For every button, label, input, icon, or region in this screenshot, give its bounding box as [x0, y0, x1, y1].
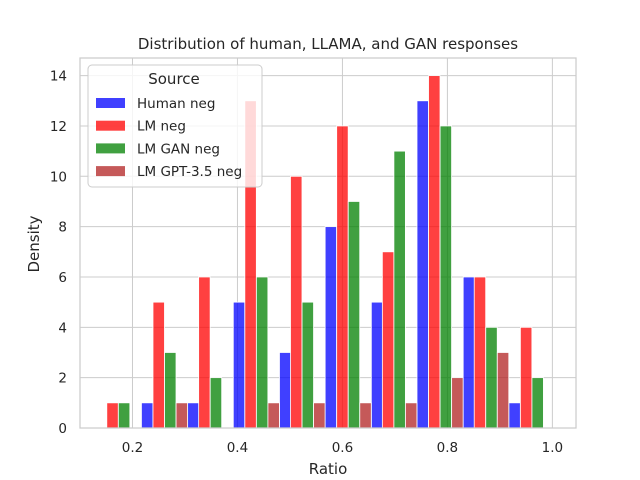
bar-human-neg: [462, 276, 476, 429]
bar-lm-gpt-3-5-neg: [496, 352, 510, 429]
bars: [106, 75, 544, 429]
bar-lm-gan-neg: [485, 326, 498, 429]
bar-lm-gan-neg: [164, 352, 177, 429]
bar-lm-gpt-3-5-neg: [267, 402, 280, 429]
x-tick-label: 1.0: [542, 440, 563, 456]
bar-human-neg: [508, 402, 521, 429]
bar-lm-gan-neg: [209, 377, 223, 429]
bar-human-neg: [416, 100, 429, 429]
bar-lm-neg: [290, 175, 303, 429]
bar-lm-gan-neg: [117, 402, 131, 429]
y-tick-label: 10: [50, 169, 67, 185]
legend-title: Source: [148, 70, 200, 88]
bar-lm-neg: [519, 326, 533, 429]
y-axis-label: Density: [25, 215, 43, 272]
y-tick-label: 0: [58, 421, 67, 437]
bar-human-neg: [279, 352, 292, 429]
bar-human-neg: [232, 301, 246, 429]
y-tick-label: 8: [58, 220, 67, 236]
bar-human-neg: [141, 402, 154, 429]
bar-lm-gan-neg: [393, 150, 406, 429]
bar-lm-gan-neg: [347, 201, 361, 429]
legend-swatch: [96, 166, 125, 177]
bar-lm-gpt-3-5-neg: [359, 402, 372, 429]
bar-lm-gpt-3-5-neg: [405, 402, 418, 429]
legend-swatch: [96, 143, 125, 154]
bar-lm-neg: [198, 276, 211, 429]
y-tick-label: 4: [58, 320, 67, 336]
bar-lm-gan-neg: [531, 377, 544, 429]
bar-lm-gpt-3-5-neg: [451, 377, 464, 429]
bar-lm-gpt-3-5-neg: [313, 402, 326, 429]
y-tick-label: 2: [58, 371, 67, 387]
legend-box: [87, 64, 263, 188]
legend-label: Human neg: [137, 96, 215, 112]
bar-lm-neg: [473, 276, 487, 429]
bar-lm-neg: [336, 125, 349, 429]
bar-lm-gpt-3-5-neg: [175, 402, 188, 429]
x-tick-label: 0.2: [122, 440, 143, 456]
bar-lm-neg: [152, 301, 165, 429]
legend-label: LM GPT-3.5 neg: [137, 164, 242, 180]
y-tick-label: 6: [58, 270, 67, 286]
bar-lm-neg: [106, 402, 119, 429]
bar-lm-neg: [428, 75, 441, 429]
bar-human-neg: [324, 226, 338, 429]
x-tick-label: 0.6: [332, 440, 353, 456]
bar-human-neg: [187, 402, 200, 429]
bar-lm-gan-neg: [301, 301, 314, 429]
legend-label: LM neg: [137, 119, 186, 135]
chart-title: Distribution of human, LLAMA, and GAN re…: [138, 35, 518, 53]
tick-labels: 0.2 0.4 0.6 0.8 1.0 0 2 4 6 8 10 12 14: [50, 69, 563, 456]
x-axis-label: Ratio: [309, 460, 348, 478]
legend-swatch: [96, 98, 125, 108]
plot-frame: [79, 57, 577, 429]
y-tick-label: 12: [50, 119, 67, 135]
legend-swatch: [96, 120, 125, 131]
x-tick-label: 0.8: [437, 440, 458, 456]
legend-label: LM GAN neg: [137, 141, 220, 157]
legend: Source Human neg LM neg LM GAN neg LM GPT-3…: [87, 64, 263, 188]
bar-lm-gan-neg: [439, 125, 452, 429]
y-tick-label: 14: [50, 69, 67, 85]
bar-lm-neg: [381, 251, 395, 429]
bar-human-neg: [370, 301, 384, 429]
x-tick-label: 0.4: [227, 440, 248, 456]
bar-lm-gan-neg: [255, 276, 269, 429]
